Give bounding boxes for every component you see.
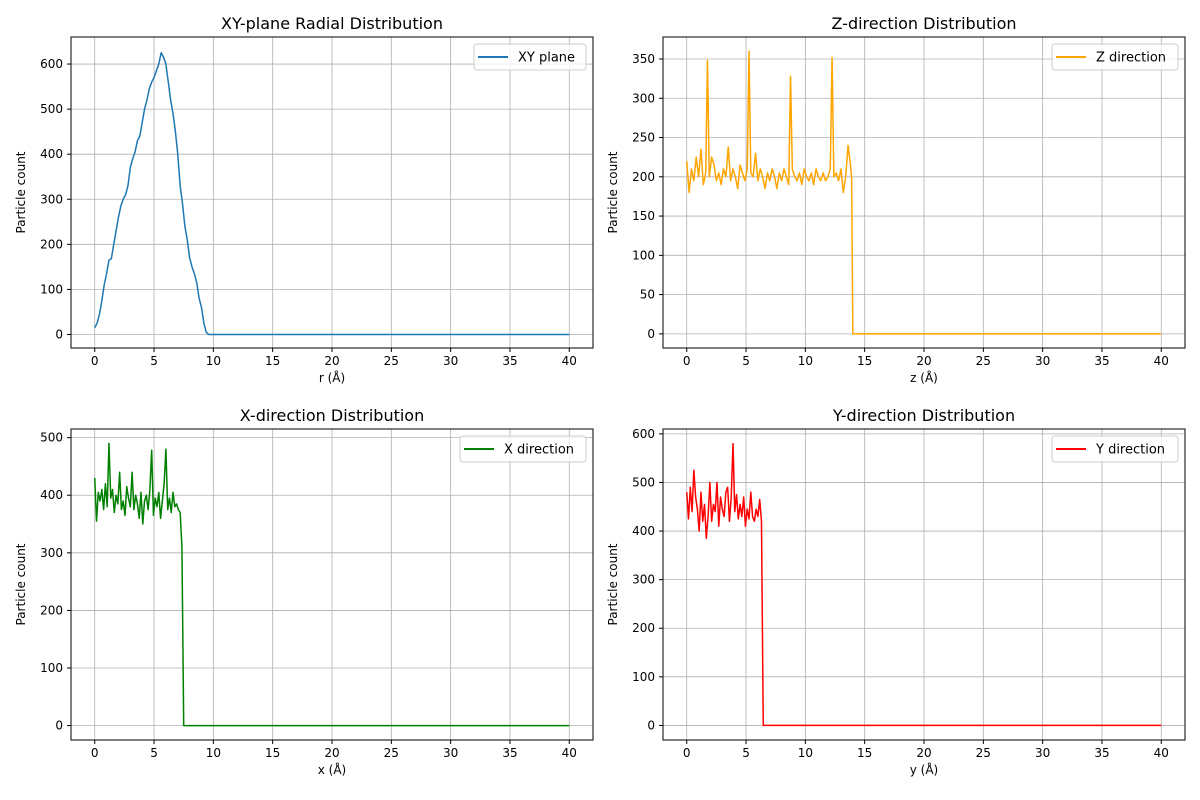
y-tick-label: 500 [40, 102, 63, 116]
chart-panel-1: XY-plane Radial Distribution 0 5 10 15 20 25 30… [14, 14, 594, 385]
legend-box [459, 435, 587, 463]
legend-label: Z direction [1096, 51, 1166, 66]
y-tick-label: 400 [40, 147, 63, 161]
y-axis-label: Particle count [14, 543, 28, 625]
legend-box [473, 43, 587, 71]
series-line [685, 442, 1162, 727]
y-tick-label: 300 [40, 546, 63, 560]
y-tick-label: 300 [632, 573, 655, 587]
y-tick-label: 300 [632, 91, 655, 105]
y-tick-label: 250 [632, 131, 655, 145]
x-tick-label: 10 [798, 354, 813, 368]
y-tick-label: 600 [40, 57, 63, 71]
x-tick-label: 40 [562, 354, 577, 368]
x-tick-label: 15 [265, 746, 280, 760]
legend-label: XY plane [518, 51, 575, 66]
x-tick-label: 10 [206, 354, 221, 368]
y-tick-label: 100 [632, 670, 655, 684]
series-line [685, 50, 1162, 335]
y-axis-label: Particle count [606, 151, 620, 233]
x-tick-label: 40 [562, 746, 577, 760]
x-tick-label: 5 [742, 746, 750, 760]
legend: XY plane [473, 43, 587, 71]
y-tick-label: 100 [40, 661, 63, 675]
x-tick-label: 5 [150, 746, 158, 760]
chart-panel-2: Z-direction Distribution 0 5 10 15 20 25 30 35 40… [606, 14, 1186, 385]
y-tick-label: 0 [647, 327, 655, 341]
y-tick-label: 350 [632, 52, 655, 66]
y-tick-label: 0 [647, 718, 655, 732]
legend-box [1051, 435, 1179, 463]
x-tick-label: 20 [916, 746, 931, 760]
x-tick-label: 15 [857, 746, 872, 760]
chart-panel-3: X-direction Distribution 0 5 10 15 20 25 30 35 40… [14, 406, 594, 777]
x-axis-label: r (Å) [319, 370, 345, 385]
y-tick-label: 600 [632, 427, 655, 441]
y-tick-label: 200 [632, 621, 655, 635]
series-line [94, 52, 570, 336]
y-tick-label: 500 [40, 431, 63, 445]
y-tick-label: 400 [632, 524, 655, 538]
x-tick-label: 20 [324, 746, 339, 760]
y-tick-label: 0 [55, 719, 63, 733]
x-tick-label: 5 [742, 354, 750, 368]
x-tick-label: 40 [1154, 354, 1169, 368]
legend: Y direction [1051, 435, 1179, 463]
y-tick-label: 0 [55, 327, 63, 341]
legend: X direction [459, 435, 587, 463]
x-tick-label: 10 [206, 746, 221, 760]
y-tick-label: 500 [632, 475, 655, 489]
chart-title: XY-plane Radial Distribution [221, 14, 443, 33]
x-tick-label: 15 [265, 354, 280, 368]
y-tick-label: 200 [40, 237, 63, 251]
legend: Z direction [1051, 43, 1179, 71]
x-tick-label: 10 [798, 746, 813, 760]
x-tick-label: 25 [384, 354, 399, 368]
x-tick-label: 35 [502, 746, 517, 760]
chart-title: Z-direction Distribution [832, 14, 1017, 33]
x-axis-label: x (Å) [318, 762, 347, 777]
y-tick-label: 200 [632, 170, 655, 184]
x-tick-label: 30 [443, 354, 458, 368]
x-tick-label: 25 [384, 746, 399, 760]
y-tick-label: 150 [632, 209, 655, 223]
series-line [93, 442, 570, 727]
chart-panel-4: Y-direction Distribution 0 5 10 15 20 25 30 35 40… [606, 406, 1186, 777]
x-tick-label: 5 [150, 354, 158, 368]
x-tick-label: 20 [916, 354, 931, 368]
x-axis-label: z (Å) [910, 370, 938, 385]
y-tick-label: 200 [40, 603, 63, 617]
y-tick-label: 100 [632, 248, 655, 262]
x-tick-label: 30 [1035, 354, 1050, 368]
y-axis-label: Particle count [14, 151, 28, 233]
x-tick-label: 25 [976, 354, 991, 368]
y-tick-label: 300 [40, 192, 63, 206]
x-tick-label: 0 [683, 354, 691, 368]
x-tick-label: 0 [683, 746, 691, 760]
y-axis-label: Particle count [606, 543, 620, 625]
x-tick-label: 40 [1154, 746, 1169, 760]
legend-label: Y direction [1095, 443, 1165, 458]
x-tick-label: 35 [1094, 354, 1109, 368]
x-tick-label: 30 [443, 746, 458, 760]
x-tick-label: 35 [1094, 746, 1109, 760]
x-tick-label: 15 [857, 354, 872, 368]
chart-title: X-direction Distribution [240, 406, 424, 425]
chart-title: Y-direction Distribution [832, 406, 1015, 425]
x-tick-label: 30 [1035, 746, 1050, 760]
legend-box [1051, 43, 1179, 71]
x-tick-label: 35 [502, 354, 517, 368]
legend-label: X direction [504, 443, 574, 458]
x-axis-label: y (Å) [910, 762, 939, 777]
x-tick-label: 20 [324, 354, 339, 368]
y-tick-label: 100 [40, 282, 63, 296]
y-tick-label: 400 [40, 488, 63, 502]
x-tick-label: 0 [91, 746, 99, 760]
y-tick-label: 50 [640, 288, 655, 302]
x-tick-label: 0 [91, 354, 99, 368]
x-tick-label: 25 [976, 746, 991, 760]
